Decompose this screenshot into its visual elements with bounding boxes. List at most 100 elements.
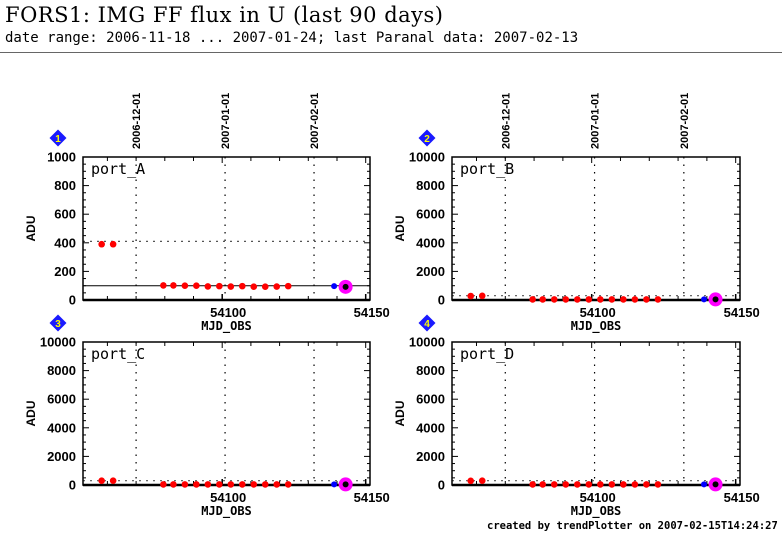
data-point [562,481,570,488]
x-tick-label: 54150 [354,490,390,505]
x-axis-label: MJD_OBS [201,504,252,519]
panel-label: port_D [460,345,514,363]
data-point [550,296,558,303]
data-point [193,282,200,290]
data-point [170,481,177,488]
data-point [643,296,650,303]
y-tick-label: 200 [54,264,76,279]
data-point [170,282,177,289]
y-tick-label: 2000 [416,449,445,464]
highlight-point [342,283,349,290]
y-tick-label: 1000 [47,150,76,165]
latest-data-point [331,481,338,488]
y-tick-label: 600 [54,207,76,222]
y-axis-label: ADU [393,216,407,242]
y-tick-label: 0 [438,478,445,493]
panel-badge-number: 1 [55,134,61,145]
data-point [597,481,604,488]
highlight-point [712,481,719,488]
y-axis-label: ADU [393,401,407,427]
data-point [643,481,650,488]
data-point [529,296,536,303]
date-marker-label: 2007-02-01 [679,93,691,149]
data-point [181,282,189,290]
data-point [193,481,200,488]
y-tick-label: 10000 [40,335,76,350]
plot-frame [451,156,741,301]
data-point [238,282,246,290]
data-point [250,283,258,291]
data-point [550,481,558,488]
data-point [539,481,547,488]
data-point [631,481,639,488]
chart-panel-port_A: 2006-12-01 2007-01-01 2007-02-01 0 200 400 600… [24,93,390,334]
chart-panel-port_B: 2006-12-01 2007-01-01 2007-02-01 0 2000 4000 6… [393,93,760,334]
data-point [273,283,281,290]
y-tick-label: 800 [54,178,76,193]
date-marker-label: 2007-01-01 [220,93,232,149]
data-point [181,481,189,488]
y-tick-label: 4000 [416,420,445,435]
data-point [654,481,662,488]
y-axis-label: ADU [24,216,38,242]
data-point [539,296,547,303]
data-point [216,481,223,488]
y-tick-label: 0 [438,293,445,308]
data-point [478,477,486,485]
y-tick-label: 2000 [416,264,445,279]
y-tick-label: 6000 [416,392,445,407]
y-tick-label: 2000 [47,449,76,464]
plot-frame [82,156,371,301]
x-tick-label: 54100 [580,305,616,320]
x-axis-label: MJD_OBS [571,504,622,519]
highlight-point [342,481,349,488]
y-tick-label: 6000 [416,207,445,222]
y-tick-label: 8000 [47,363,76,378]
data-point [284,481,292,488]
data-point [227,283,235,290]
data-point [160,282,167,289]
data-point [261,283,269,291]
latest-data-point [701,296,707,303]
x-tick-label: 54150 [354,305,390,320]
chart-panel-port_D: 0 2000 4000 6000 8000 10000 54100 54150 MJD_OBS A… [393,314,760,519]
date-marker-label: 2006-12-01 [131,93,143,149]
y-tick-label: 8000 [416,178,445,193]
data-point [216,282,223,290]
panel-label: port_B [460,160,514,178]
data-point [573,481,581,488]
data-point [204,481,212,488]
panel-badge-number: 3 [55,319,61,330]
plot-frame [82,341,371,486]
data-point [585,296,593,303]
data-point [284,282,292,290]
y-tick-label: 8000 [416,363,445,378]
chart-panel-port_C: 0 2000 4000 6000 8000 10000 54100 54150 MJD_OBS A… [24,314,390,519]
data-point [261,481,269,488]
date-marker-label: 2007-01-01 [590,93,602,149]
x-axis-label: MJD_OBS [201,319,252,334]
latest-data-point [331,283,338,290]
data-point [98,240,105,248]
data-point [467,477,475,485]
header-divider [0,52,782,53]
plot-frame [451,341,741,486]
data-point [273,481,281,488]
data-point [478,292,486,300]
x-tick-label: 54100 [580,490,616,505]
y-tick-label: 400 [54,235,76,250]
data-point [227,481,235,488]
data-point [654,296,662,303]
data-point [631,296,639,303]
y-tick-label: 0 [69,293,76,308]
data-point [573,296,581,303]
data-point [160,481,167,488]
data-point [529,481,536,488]
x-axis-label: MJD_OBS [571,319,622,334]
data-point [109,240,117,248]
panel-label: port_C [91,345,145,363]
page-subtitle: date range: 2006-11-18 ... 2007-01-24; l… [5,30,579,46]
highlight-point [712,296,719,303]
data-point [620,296,627,303]
